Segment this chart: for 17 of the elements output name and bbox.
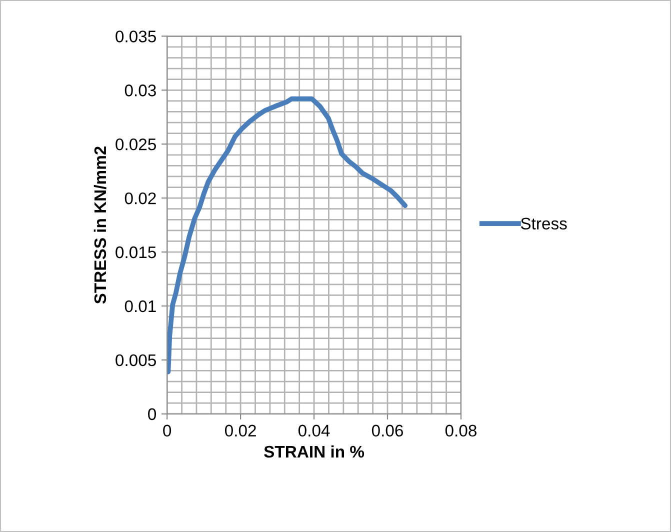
legend-label: Stress [520,218,567,230]
x-tick-label: 0 [163,424,172,437]
x-tick-label: 0.06 [372,424,403,437]
y-tick-label: 0.025 [116,138,156,150]
x-tick-label: 0.02 [224,424,256,437]
y-tick-label: 0.005 [116,354,156,366]
y-tick-label: 0.02 [124,192,156,204]
y-tick-label: 0.01 [124,300,156,312]
y-axis-title: STRESS in KN/mm2 [94,146,106,304]
y-tick-label: 0.03 [124,84,156,96]
x-tick-label: 0.04 [298,424,330,437]
x-axis-title: STRAIN in % [264,445,364,458]
y-tick-label: 0.015 [116,246,156,258]
x-tick-label: 0.08 [445,424,476,437]
y-tick-label: 0 [148,408,156,420]
line-series [167,96,408,374]
y-tick-label: 0.035 [116,30,156,42]
